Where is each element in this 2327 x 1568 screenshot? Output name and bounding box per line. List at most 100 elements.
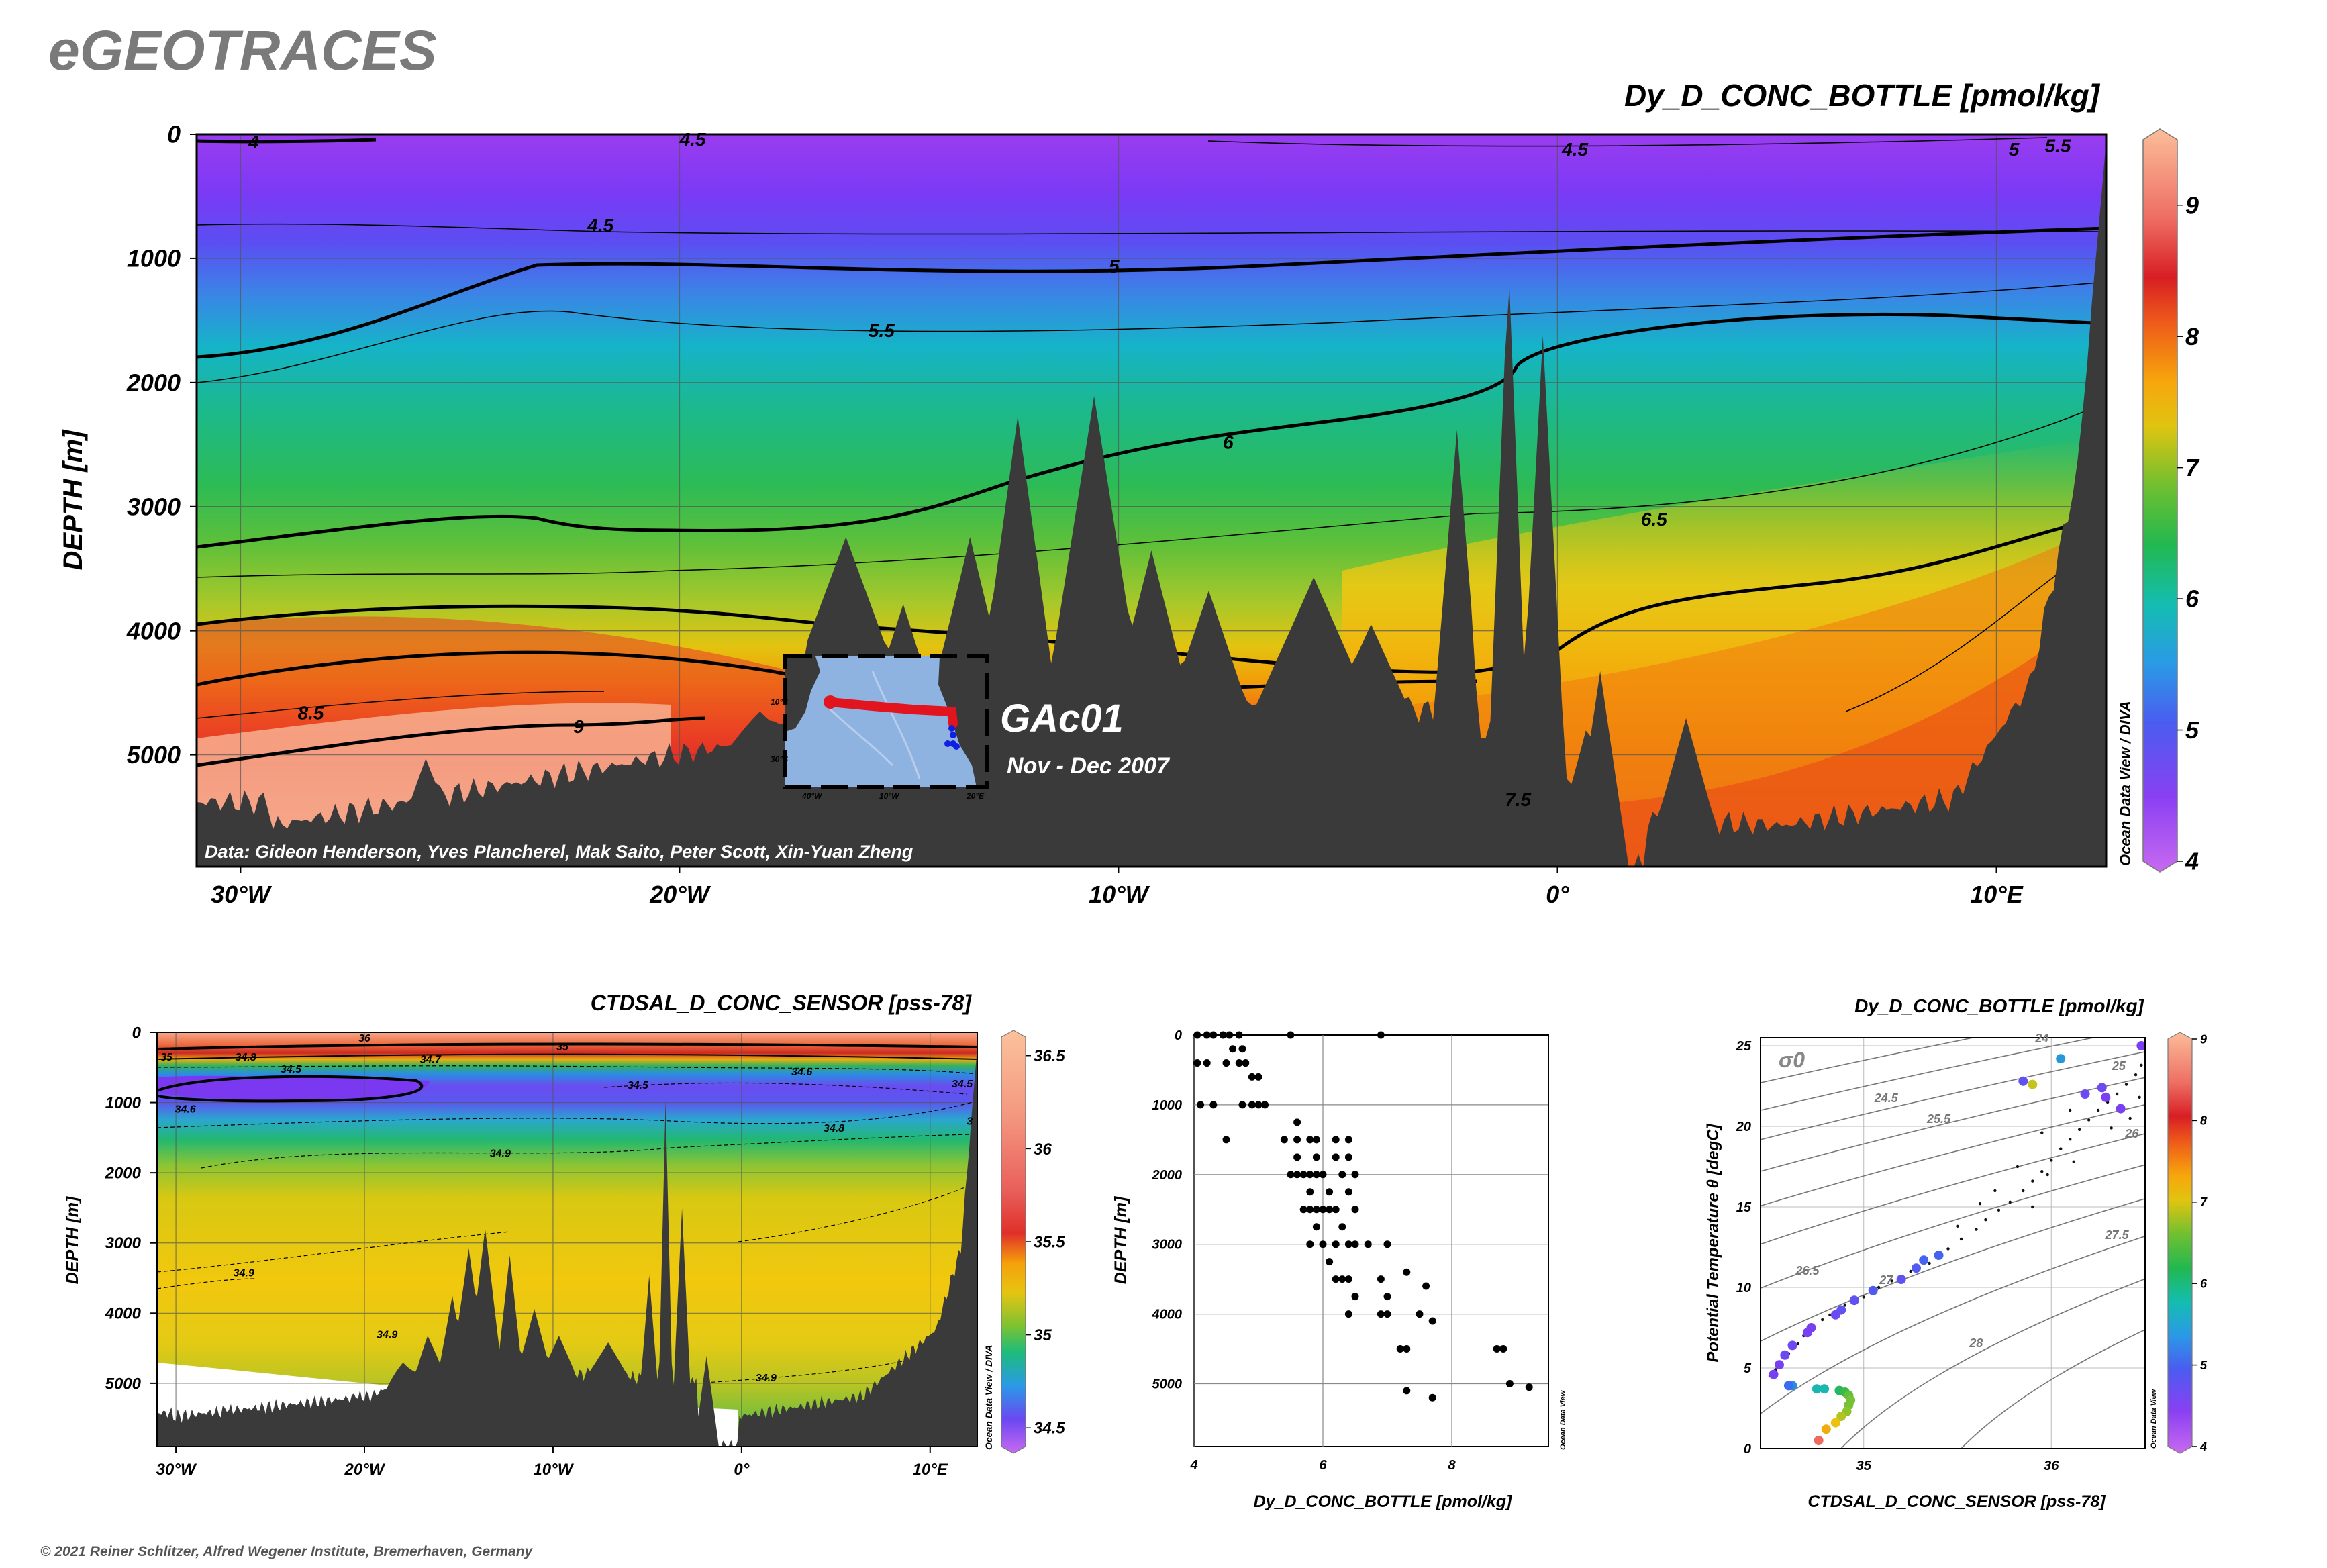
- ytick-label-1: 1000: [127, 245, 181, 273]
- isopycnal-27: [1761, 1197, 2145, 1342]
- profile-point-72: [1377, 1310, 1385, 1318]
- ts-small-point-42: [2046, 1173, 2049, 1177]
- ts-colored-points: [1769, 1041, 2145, 1445]
- xtick-label-2: 10°W: [533, 1461, 574, 1479]
- profile-point-27: [1306, 1136, 1314, 1144]
- profile-point-54: [1338, 1223, 1346, 1231]
- contour-label-1: 35: [160, 1052, 173, 1063]
- profile-point-56: [1319, 1240, 1327, 1248]
- ts-small-point-14: [1928, 1261, 1931, 1265]
- salinity-axis-ticks: 30°W 20°W 10°W 0° 10°E 0 1000 2000 3000 4000 5000: [105, 1024, 948, 1479]
- contour-label-4: 5: [2009, 139, 2020, 160]
- isopycnal-25: [1761, 1077, 2145, 1172]
- ts-point-14: [2018, 1076, 2028, 1086]
- profile-point-21: [1254, 1101, 1262, 1109]
- profile-point-13: [1238, 1045, 1246, 1053]
- ts-point-11: [1911, 1263, 1921, 1273]
- ts-small-point-20: [2008, 1200, 2012, 1204]
- profile-point-67: [1403, 1268, 1411, 1276]
- profile-point-44: [1326, 1188, 1334, 1196]
- ytick-label-5: 5000: [127, 741, 181, 769]
- profile-ylabel: DEPTH [m]: [1111, 1195, 1130, 1284]
- profile-scatter-chart: 4 6 8 0 1000 2000 3000 4000 5000 DEPTH [m] Dy_D_…: [1111, 1028, 1567, 1511]
- profile-point-83: [1428, 1393, 1436, 1402]
- cbar-label-2: 6: [2200, 1277, 2208, 1291]
- ytick-label-0: 0: [167, 121, 181, 148]
- contour-label-0: 36: [358, 1033, 370, 1044]
- profile-point-60: [1364, 1240, 1372, 1248]
- profile-point-9: [1203, 1059, 1211, 1067]
- profile-point-24: [1222, 1136, 1230, 1144]
- salinity-bathymetry: [157, 1046, 977, 1447]
- ts-point-18: [2080, 1089, 2090, 1099]
- xtick-label-4: 10°E: [1970, 881, 2023, 908]
- profile-point-37: [1299, 1171, 1307, 1179]
- ytick-label-3: 3000: [127, 493, 181, 520]
- ts-ylabel: Potential Temperature θ [degC]: [1704, 1123, 1722, 1362]
- profile-point-22: [1261, 1101, 1269, 1109]
- xtick-label-1: 20°W: [344, 1461, 386, 1479]
- profile-point-73: [1383, 1310, 1391, 1318]
- profile-point-80: [1505, 1379, 1514, 1387]
- contour-label-1: 4.5: [679, 129, 706, 150]
- contour-label-15: 3: [967, 1116, 973, 1127]
- main-plot-area: [197, 134, 2106, 867]
- profile-point-45: [1344, 1188, 1352, 1196]
- profile-point-76: [1396, 1345, 1404, 1353]
- xtick-label-0: 30°W: [156, 1461, 197, 1479]
- ts-axis-ticks: 0 5 10 15 20 25 35 36: [1736, 1039, 2059, 1473]
- profile-point-49: [1319, 1206, 1327, 1214]
- profile-point-1: [1203, 1031, 1211, 1039]
- profile-point-52: [1351, 1206, 1359, 1214]
- ts-small-point-32: [2124, 1083, 2128, 1086]
- ts-small-point-38: [2068, 1108, 2072, 1112]
- profile-point-6: [1287, 1031, 1295, 1039]
- ts-ytick-4: 20: [1736, 1120, 1751, 1134]
- ts-small-point-15: [1946, 1247, 1950, 1251]
- profile-point-23: [1293, 1118, 1301, 1126]
- ts-point-25: [1820, 1384, 1830, 1394]
- salinity-plot-area: [157, 1032, 977, 1447]
- contour-label-9: 34.6: [175, 1104, 196, 1116]
- isopycnal-24: [1761, 1038, 2096, 1111]
- profile-ytick-3: 3000: [1152, 1238, 1183, 1253]
- cbar-label-1: 35: [1034, 1326, 1052, 1344]
- profile-point-53: [1312, 1223, 1320, 1231]
- profile-point-77: [1403, 1345, 1411, 1353]
- cbar-label-0: 4: [2199, 1440, 2207, 1453]
- ts-point-20: [2136, 1041, 2145, 1050]
- ts-point-0: [1769, 1369, 1779, 1379]
- contour-label-8: 34.5: [952, 1079, 973, 1090]
- contour-label-9: 6.5: [1641, 509, 1667, 530]
- ts-grid: [1761, 1038, 2145, 1449]
- cbar-label-3: 7: [2185, 454, 2200, 481]
- cbar-label-4: 8: [2200, 1114, 2207, 1128]
- contour-label-11: 9: [573, 716, 584, 737]
- cbar-label-1: 5: [2185, 716, 2199, 744]
- ts-xlabel: CTDSAL_D_CONC_SENSOR [pss-78]: [1808, 1492, 2106, 1511]
- cbar-label-3: 7: [2200, 1195, 2208, 1209]
- profile-point-11: [1235, 1059, 1243, 1067]
- ts-point-19: [2116, 1104, 2126, 1114]
- salinity-colorbar: [1001, 1030, 1026, 1454]
- inset-frame: [783, 654, 989, 789]
- contour-label-13: 34.9: [756, 1373, 777, 1384]
- ts-small-point-8: [1828, 1313, 1832, 1317]
- inset-cruise-title: GAc01: [1000, 697, 1124, 740]
- profile-xtick-2: 8: [1448, 1458, 1456, 1473]
- ts-point-35: [1814, 1436, 1824, 1445]
- ts-small-point-41: [1956, 1224, 1959, 1228]
- salinity-frame: [156, 1032, 978, 1447]
- ts-point-23: [1783, 1381, 1793, 1391]
- contour-label-12: 34.9: [234, 1267, 254, 1279]
- ts-point-16: [2056, 1054, 2066, 1064]
- ts-small-point-35: [1993, 1189, 1997, 1193]
- main-colorbar-credit: Ocean Data View / DIVA: [2117, 701, 2134, 866]
- profile-point-7: [1377, 1031, 1385, 1039]
- inset-lon-20e: 20°E: [966, 791, 985, 801]
- profile-point-19: [1238, 1101, 1246, 1109]
- ts-title: Dy_D_CONC_BOTTLE [pmol/kg]: [1854, 995, 2145, 1016]
- profile-point-16: [1254, 1073, 1262, 1081]
- profile-point-36: [1293, 1171, 1301, 1179]
- inset-lon-10w: 10°W: [879, 791, 900, 801]
